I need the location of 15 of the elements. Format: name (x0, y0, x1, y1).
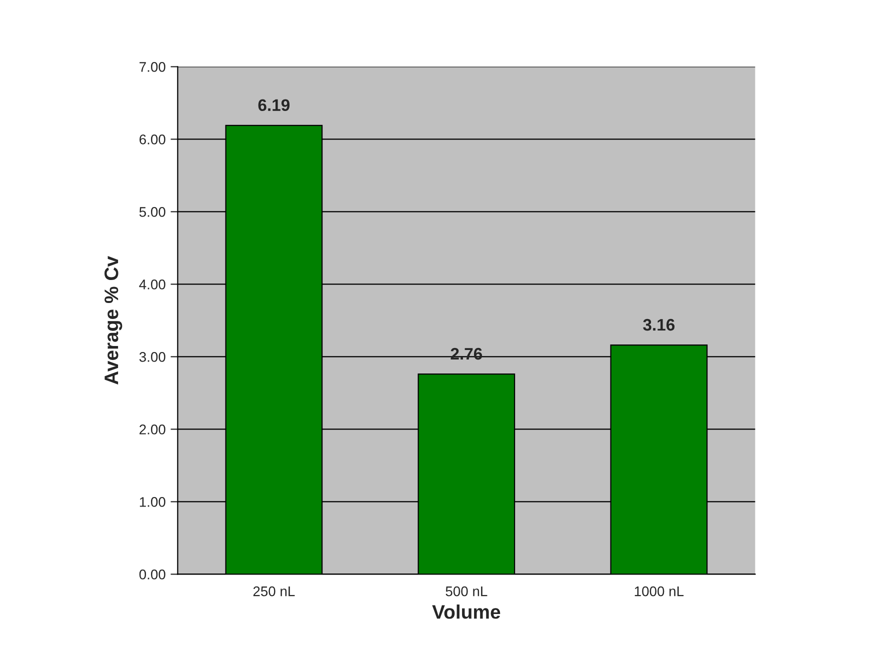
y-tick-label: 5.00 (139, 207, 166, 217)
y-tick-label: 3.00 (139, 352, 166, 362)
y-tick-label: 2.00 (140, 424, 166, 434)
x-tick-label: 1000 nL (634, 586, 684, 596)
x-tick-label: 500 nL (446, 586, 488, 596)
data-label: 6.19 (258, 99, 290, 112)
y-tick-label: 4.00 (139, 280, 166, 290)
data-label: 3.16 (643, 318, 675, 331)
y-tick-label: 7.00 (140, 62, 166, 72)
y-tick-label: 0.00 (139, 570, 166, 580)
y-tick-label: 6.00 (140, 134, 166, 144)
y-axis-title: Average % Cv (104, 256, 122, 384)
y-tick-label: 1.00 (140, 497, 166, 507)
x-tick-label: 250 nL (253, 586, 295, 596)
x-axis-title: Volume (432, 604, 500, 619)
